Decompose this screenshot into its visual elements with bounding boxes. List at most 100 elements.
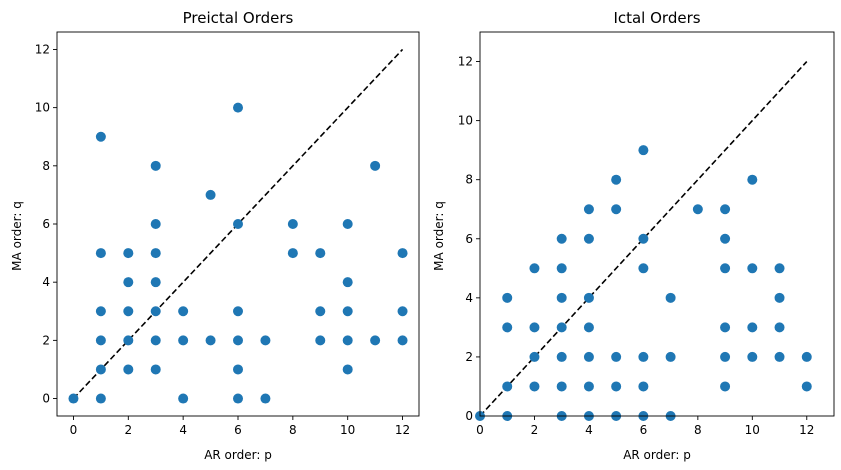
data-point bbox=[150, 364, 161, 375]
data-point bbox=[123, 364, 134, 375]
data-point bbox=[638, 351, 649, 362]
data-point bbox=[583, 381, 594, 392]
data-point bbox=[370, 335, 381, 346]
data-point bbox=[123, 306, 134, 317]
data-point bbox=[583, 322, 594, 333]
ticks: 0 2 4 6 8 10 12 0 2 4 6 8 10 12 bbox=[458, 55, 815, 437]
data-point bbox=[123, 277, 134, 288]
x-tick-label: 10 bbox=[340, 423, 355, 437]
data-point bbox=[233, 393, 243, 404]
data-point bbox=[95, 393, 106, 404]
x-tick-label: 4 bbox=[585, 423, 593, 437]
y-tick-label: 10 bbox=[458, 114, 473, 128]
data-point bbox=[583, 204, 594, 215]
x-tick-label: 8 bbox=[694, 423, 702, 437]
data-point bbox=[638, 381, 649, 392]
ticks: 0 2 4 6 8 10 12 0 2 4 6 8 10 12 bbox=[35, 42, 410, 437]
y-tick-label: 2 bbox=[42, 333, 50, 347]
preictal-scatter-chart: Preictal Orders AR order: p MA order: q … bbox=[10, 9, 420, 462]
data-point bbox=[233, 219, 243, 229]
data-point bbox=[556, 381, 567, 392]
data-point bbox=[611, 204, 622, 215]
data-point bbox=[315, 335, 326, 346]
data-point bbox=[529, 381, 540, 392]
x-tick-label: 12 bbox=[799, 423, 814, 437]
data-point bbox=[638, 145, 649, 156]
y-tick-label: 0 bbox=[465, 409, 473, 423]
data-point bbox=[123, 335, 134, 346]
x-tick-label: 0 bbox=[476, 423, 484, 437]
data-points bbox=[475, 145, 812, 421]
data-point bbox=[583, 351, 594, 362]
data-point bbox=[774, 322, 785, 333]
diagonal-dashed-line bbox=[479, 60, 808, 417]
x-tick-label: 2 bbox=[124, 423, 132, 437]
data-point bbox=[720, 233, 731, 244]
y-tick-label: 2 bbox=[465, 350, 473, 364]
data-point bbox=[529, 351, 540, 362]
data-point bbox=[502, 381, 513, 392]
x-tick-label: 6 bbox=[234, 423, 242, 437]
data-point bbox=[95, 335, 106, 346]
data-point bbox=[774, 263, 785, 274]
ictal-scatter-chart: Ictal Orders AR order: p MA order: q 0 2 4… bbox=[432, 9, 835, 462]
x-tick-label: 0 bbox=[70, 423, 78, 437]
data-point bbox=[397, 335, 408, 346]
data-point bbox=[611, 351, 622, 362]
data-point bbox=[720, 204, 731, 215]
data-point bbox=[342, 335, 353, 346]
data-point bbox=[233, 102, 243, 113]
data-point bbox=[287, 248, 298, 259]
data-point bbox=[502, 322, 513, 333]
data-point bbox=[95, 248, 106, 259]
data-point bbox=[397, 248, 408, 259]
data-point bbox=[315, 248, 326, 259]
data-point bbox=[178, 335, 189, 346]
y-tick-label: 6 bbox=[42, 217, 50, 231]
data-point bbox=[68, 393, 79, 404]
reference-line bbox=[479, 60, 808, 417]
x-tick-label: 10 bbox=[745, 423, 760, 437]
y-tick-label: 4 bbox=[42, 275, 50, 289]
data-point bbox=[774, 351, 785, 362]
data-point bbox=[342, 277, 353, 288]
data-point bbox=[556, 233, 567, 244]
data-point bbox=[233, 335, 243, 346]
data-point bbox=[150, 306, 161, 317]
plot-frame bbox=[56, 31, 420, 417]
data-point bbox=[801, 351, 812, 362]
data-point bbox=[611, 174, 622, 185]
data-point bbox=[556, 351, 567, 362]
chart-title: Ictal Orders bbox=[613, 9, 700, 27]
y-tick-label: 0 bbox=[42, 392, 50, 406]
data-point bbox=[205, 335, 216, 346]
data-point bbox=[342, 219, 353, 229]
data-point bbox=[502, 292, 513, 303]
y-tick-label: 12 bbox=[458, 55, 473, 69]
data-point bbox=[342, 364, 353, 375]
data-point bbox=[95, 306, 106, 317]
data-point bbox=[529, 263, 540, 274]
data-point bbox=[747, 322, 758, 333]
data-point bbox=[801, 381, 812, 392]
data-point bbox=[556, 322, 567, 333]
data-point bbox=[692, 204, 703, 215]
data-point bbox=[150, 335, 161, 346]
data-point bbox=[583, 292, 594, 303]
data-point bbox=[287, 219, 298, 229]
y-tick-label: 10 bbox=[35, 101, 50, 115]
data-point bbox=[529, 322, 540, 333]
data-point bbox=[260, 335, 271, 346]
data-point bbox=[556, 263, 567, 274]
x-tick-label: 8 bbox=[289, 423, 297, 437]
data-point bbox=[150, 219, 161, 229]
plot-frame bbox=[479, 31, 835, 417]
y-tick-label: 6 bbox=[465, 232, 473, 246]
data-point bbox=[774, 292, 785, 303]
y-tick-label: 4 bbox=[465, 291, 473, 305]
data-point bbox=[720, 351, 731, 362]
data-point bbox=[123, 248, 134, 259]
data-points bbox=[68, 102, 408, 404]
data-point bbox=[205, 189, 216, 200]
